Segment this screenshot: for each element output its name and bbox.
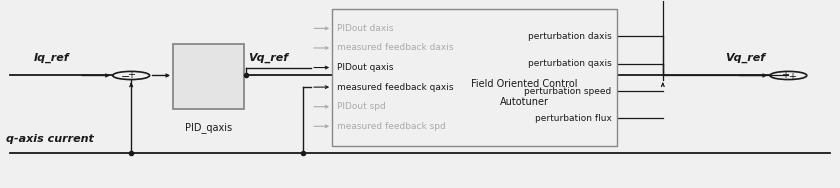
Text: PIDout spd: PIDout spd (337, 102, 386, 111)
Text: PID_qaxis: PID_qaxis (185, 122, 232, 133)
Text: Vq_ref: Vq_ref (726, 52, 766, 63)
Text: +: + (788, 72, 795, 82)
Text: measured feedback qaxis: measured feedback qaxis (337, 83, 454, 92)
FancyBboxPatch shape (173, 44, 244, 109)
Text: perturbation speed: perturbation speed (524, 86, 612, 96)
Text: measured feedback daxis: measured feedback daxis (337, 43, 454, 52)
Text: −: − (121, 72, 130, 82)
Text: perturbation flux: perturbation flux (535, 114, 612, 123)
Text: +: + (781, 70, 789, 80)
FancyBboxPatch shape (332, 9, 617, 146)
Text: Iq_ref: Iq_ref (34, 52, 70, 63)
Text: PIDout daxis: PIDout daxis (337, 24, 394, 33)
Text: perturbation qaxis: perturbation qaxis (528, 59, 612, 68)
Text: perturbation daxis: perturbation daxis (528, 32, 612, 41)
Text: PIDout qaxis: PIDout qaxis (337, 63, 394, 72)
Text: PID(z): PID(z) (190, 68, 228, 78)
Text: Field Oriented Control: Field Oriented Control (471, 79, 578, 89)
Text: measured feedback spd: measured feedback spd (337, 122, 446, 131)
Text: q-axis current: q-axis current (6, 134, 93, 144)
Text: +: + (127, 70, 135, 80)
Text: Vq_ref: Vq_ref (249, 52, 288, 63)
Text: Autotuner: Autotuner (500, 97, 549, 107)
